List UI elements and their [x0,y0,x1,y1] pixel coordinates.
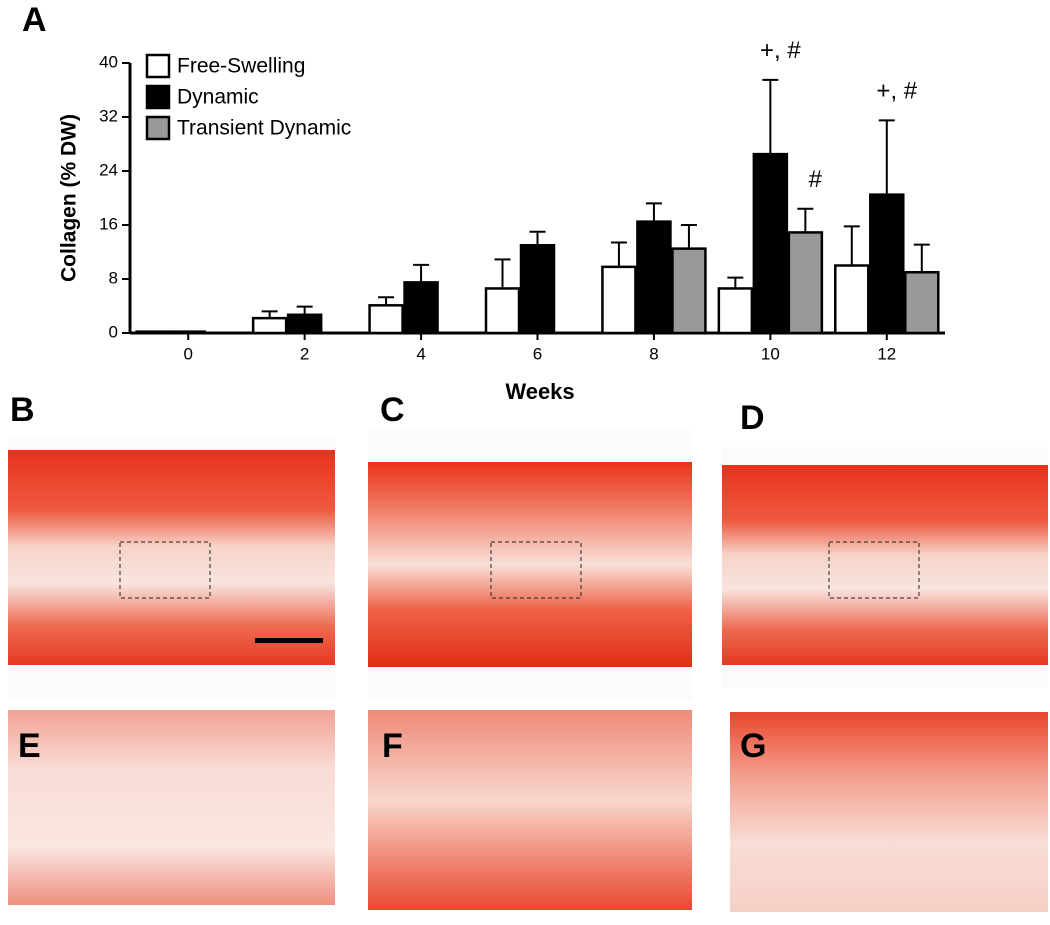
bar [368,304,404,335]
bar [904,271,940,335]
bar [286,313,323,335]
legend-swatch [145,84,171,110]
bar [601,265,637,335]
x-axis-label: Weeks [505,379,574,404]
scale-bar [255,638,323,643]
legend-label: Free-Swelling [177,55,305,78]
zoom-box [490,541,582,599]
legend-swatch [145,115,171,141]
bar [834,264,870,335]
y-tick-label: 16 [99,214,118,233]
x-tick-label: 4 [416,344,425,363]
y-tick-label: 40 [99,52,118,71]
panel-label: D [740,399,765,437]
bar [869,193,905,335]
bar [251,316,288,335]
significance-label: # [809,166,823,193]
legend-label: Transient Dynamic [177,117,351,140]
legend-label: Dynamic [177,86,259,109]
y-tick-label: 0 [109,322,118,341]
y-tick-label: 24 [99,160,118,179]
panel-label: B [10,391,35,429]
x-tick-label: 2 [300,344,309,363]
bar [403,281,439,335]
x-tick-label: 6 [533,344,542,363]
bar [519,244,556,335]
panel-label: G [740,727,766,765]
bar [170,330,206,335]
y-tick-label: 8 [109,268,118,287]
x-tick-label: 10 [761,344,780,363]
bar [671,247,707,335]
x-tick-label: 8 [649,344,658,363]
bar [787,231,824,335]
bar [135,330,171,335]
y-tick-label: 32 [99,106,118,125]
panel-label: A [22,1,47,39]
legend-swatch [145,53,171,79]
bar [752,152,789,335]
x-tick-label: 0 [183,344,192,363]
bar [636,220,672,335]
zoom-box [119,541,211,599]
significance-label: +, # [760,37,801,64]
bar [484,287,521,335]
significance-label: +, # [876,78,917,105]
y-axis-label: Collagen (% DW) [58,114,81,282]
histology-image [730,712,1048,912]
panel-label: E [18,727,41,765]
panel-label: C [380,391,405,429]
panel-label: F [382,727,403,765]
zoom-box [828,541,920,599]
histology-image [8,710,335,905]
histology-image [368,710,692,910]
bar [717,287,754,335]
histology-image [8,450,335,665]
histology-image [722,465,1048,665]
histology-image [368,462,692,667]
x-tick-label: 12 [877,344,896,363]
